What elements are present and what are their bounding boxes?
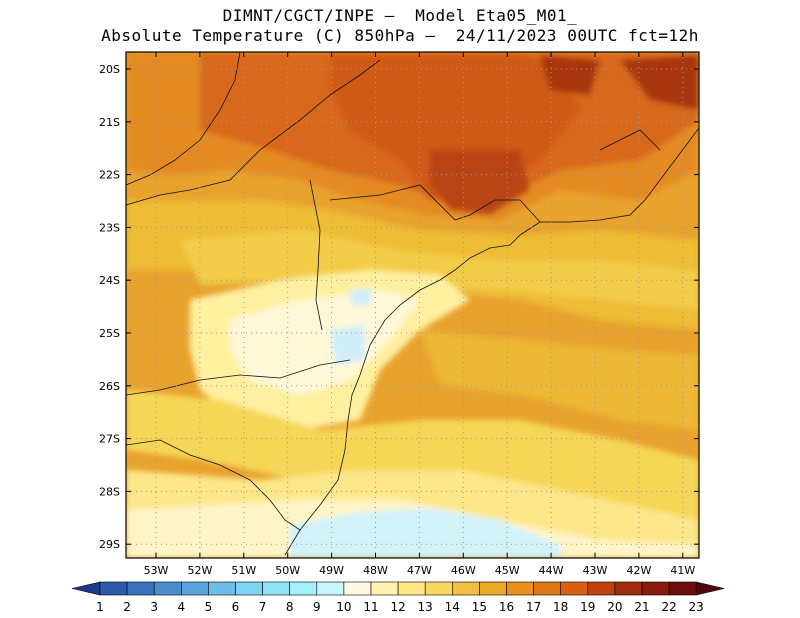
colorbar-label: 2 [123, 600, 131, 614]
lat-label: 25S [99, 327, 120, 340]
colorbar-swatch [479, 581, 507, 596]
colorbar [71, 581, 725, 596]
colorbar-label: 18 [553, 600, 568, 614]
colorbar-label: 3 [150, 600, 158, 614]
colorbar-swatch [668, 581, 697, 596]
colorbar-swatch [343, 581, 372, 596]
temperature-field [126, 52, 699, 558]
lat-label: 26S [99, 380, 120, 393]
colorbar-label: 4 [177, 600, 185, 614]
colorbar-label: 14 [445, 600, 460, 614]
chart-title-line-2: Absolute Temperature (C) 850hPa – 24/11/… [101, 26, 699, 45]
lat-label: 29S [99, 538, 120, 551]
lat-label: 22S [99, 169, 120, 182]
colorbar-swatch [533, 581, 561, 596]
colorbar-arrow-right [695, 581, 725, 596]
colorbar-label: 19 [580, 600, 595, 614]
colorbar-label: 13 [418, 600, 433, 614]
colorbar-label: 12 [390, 600, 405, 614]
lon-label: 45W [495, 564, 520, 577]
colorbar-swatch [424, 581, 453, 596]
longitude-labels: 53W 52W 51W 50W 49W 48W 47W 46W 45W 44W 43W 42W 41W [144, 564, 696, 577]
colorbar-label: 1 [96, 600, 104, 614]
colorbar-label: 16 [499, 600, 514, 614]
colorbar-label: 9 [313, 600, 321, 614]
colorbar-label: 11 [363, 600, 378, 614]
map-frame [125, 51, 700, 559]
colorbar-swatch [587, 581, 616, 596]
grid-lines [126, 52, 699, 558]
colorbar-label: 17 [526, 600, 541, 614]
lat-label: 21S [99, 116, 120, 129]
lon-label: 48W [363, 564, 388, 577]
coastline-and-borders [126, 52, 699, 556]
colorbar-swatch [506, 581, 534, 596]
colorbar-label: 20 [607, 600, 622, 614]
colorbar-swatch [235, 581, 263, 596]
axis-ticks [126, 52, 699, 558]
colorbar-label: 8 [286, 600, 294, 614]
colorbar-swatch [397, 581, 426, 596]
lon-label: 43W [583, 564, 608, 577]
lon-label: 49W [319, 564, 344, 577]
colorbar-swatch [262, 581, 291, 596]
lat-label: 28S [99, 485, 120, 498]
colorbar-swatch [208, 581, 236, 596]
colorbar-arrow-left [71, 581, 101, 596]
colorbar-label: 15 [472, 600, 487, 614]
colorbar-swatch [451, 581, 480, 596]
lat-label: 24S [99, 274, 120, 287]
latitude-labels: 20S 21S 22S 23S 24S 25S 26S 27S 28S 29S [99, 63, 120, 551]
lat-label: 20S [99, 63, 120, 76]
colorbar-label: 22 [661, 600, 676, 614]
colorbar-swatch [560, 581, 589, 596]
colorbar-label: 7 [259, 600, 267, 614]
colorbar-swatch [153, 581, 182, 596]
chart-title-line-1: DIMNT/CGCT/INPE – Model Eta05_M01_ [222, 6, 578, 25]
lon-label: 47W [407, 564, 432, 577]
lon-label: 42W [626, 564, 651, 577]
colorbar-labels: 1 2 3 4 5 6 7 8 9 10 11 12 13 14 15 16 17 18 19 20 21 22 23 [96, 600, 704, 614]
colorbar-label: 21 [634, 600, 649, 614]
lat-label: 27S [99, 433, 120, 446]
colorbar-label: 6 [232, 600, 240, 614]
colorbar-swatch [370, 581, 399, 596]
colorbar-label: 23 [689, 600, 704, 614]
lat-label: 23S [99, 221, 120, 234]
colorbar-label: 5 [205, 600, 213, 614]
colorbar-swatch [316, 581, 345, 596]
colorbar-swatch [289, 581, 318, 596]
colorbar-swatch [126, 581, 155, 596]
lon-label: 53W [144, 564, 169, 577]
colorbar-swatch [614, 581, 643, 596]
colorbar-swatch [99, 581, 128, 596]
lon-label: 41W [670, 564, 695, 577]
lon-label: 46W [451, 564, 476, 577]
lon-label: 44W [539, 564, 564, 577]
colorbar-swatch [181, 581, 209, 596]
colorbar-label: 10 [336, 600, 351, 614]
lon-label: 52W [187, 564, 212, 577]
lon-label: 50W [275, 564, 300, 577]
lon-label: 51W [231, 564, 256, 577]
colorbar-swatch [641, 581, 670, 596]
